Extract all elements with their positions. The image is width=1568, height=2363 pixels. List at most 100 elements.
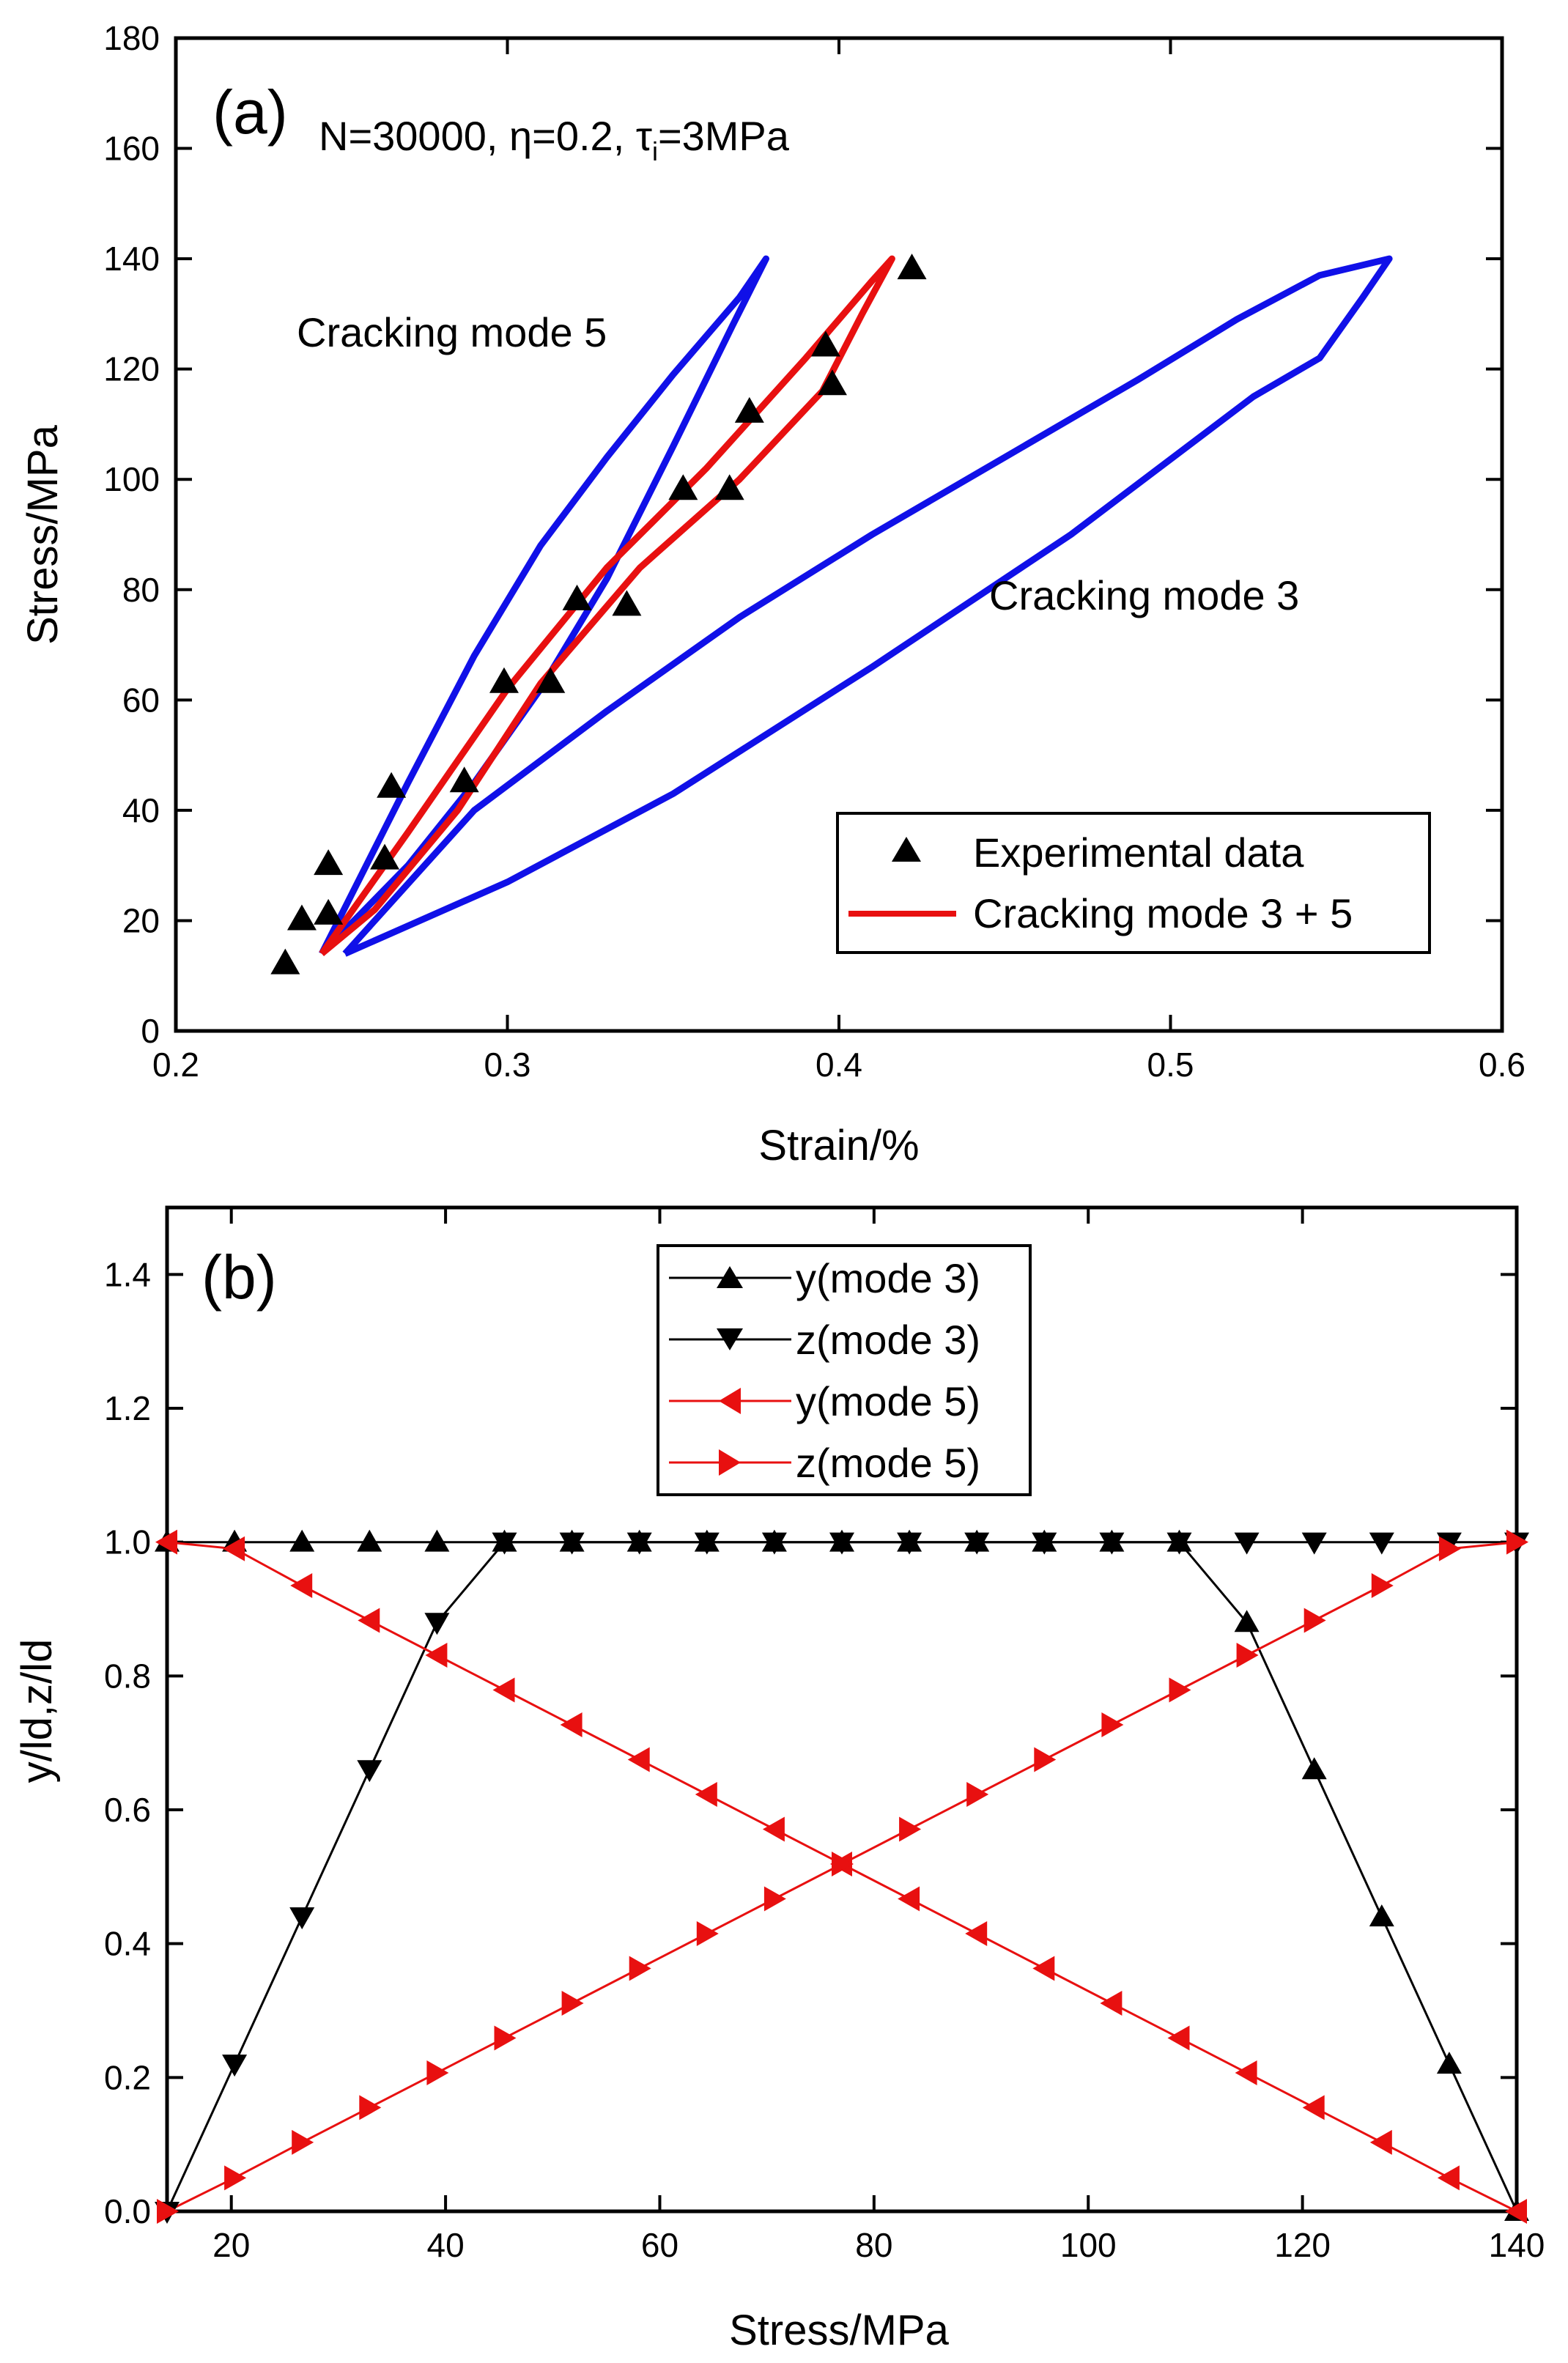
marker-zmode-3 xyxy=(492,1532,517,1555)
legend-marker-z-mode3 xyxy=(717,1328,743,1350)
marker-ymode-5 xyxy=(1369,2129,1392,2155)
marker-zmode-3 xyxy=(289,1907,315,1930)
marker-zmode-5 xyxy=(832,1851,854,1876)
legend-a: Experimental data Cracking mode 3 + 5 xyxy=(836,812,1431,954)
a-x-tick-label: 0.4 xyxy=(816,1046,862,1084)
experimental-point xyxy=(286,904,317,931)
marker-ymode-5 xyxy=(695,1781,717,1807)
params-tau-value: =3MPa xyxy=(658,113,790,159)
panel-label-a: (a) xyxy=(212,78,288,147)
chart-panel-b: 20 40 60 80 100 120 140 0.0 0.2 0.4 0.6 0.8 1.0 1.2 1.… xyxy=(13,1205,1545,2354)
marker-ymode-5 xyxy=(1167,2025,1190,2051)
panel-label-b: (b) xyxy=(201,1243,277,1312)
params-tau-sub: i xyxy=(652,136,658,166)
params-n: N=30000, xyxy=(319,113,509,159)
marker-ymode-5 xyxy=(560,1712,583,1738)
marker-ymode-5 xyxy=(492,1677,515,1703)
marker-zmode-5 xyxy=(1236,1643,1259,1668)
y-axis-title-b: y/ld,z/ld xyxy=(13,1639,61,1783)
marker-zmode-5 xyxy=(696,1920,719,1946)
a-y-tick-label: 180 xyxy=(103,19,160,57)
marker-ymode-3 xyxy=(424,1529,450,1552)
marker-zmode-5 xyxy=(359,2095,382,2120)
marker-ymode-5 xyxy=(965,1920,988,1946)
experimental-point xyxy=(377,772,407,798)
legend-label-z-mode3: z(mode 3) xyxy=(796,1317,980,1363)
a-y-tick-label: 80 xyxy=(122,571,160,609)
marker-zmode-3 xyxy=(829,1532,854,1555)
a-y-tick-label: 140 xyxy=(103,240,160,278)
marker-zmode-5 xyxy=(966,1781,989,1807)
marker-zmode-5 xyxy=(224,2165,247,2191)
b-y-tick-label: 1.2 xyxy=(104,1389,151,1427)
plot-series-b xyxy=(155,1529,1529,2224)
a-x-tick-label: 0.2 xyxy=(152,1046,199,1084)
experimental-point xyxy=(668,474,698,500)
marker-zmode-5 xyxy=(157,2199,179,2224)
marker-ymode-5 xyxy=(155,1529,177,1555)
marker-zmode-3 xyxy=(424,1613,450,1635)
params-eta-value: =0.2, xyxy=(532,113,636,159)
marker-ymode-5 xyxy=(290,1573,313,1599)
marker-zmode-5 xyxy=(1303,1608,1326,1633)
marker-ymode-3 xyxy=(1234,1610,1260,1632)
experimental-point xyxy=(714,474,744,500)
b-y-tick-label: 0.0 xyxy=(104,2192,151,2230)
marker-ymode-5 xyxy=(223,1536,245,1561)
marker-ymode-5 xyxy=(1235,2060,1257,2085)
experimental-point xyxy=(449,766,479,793)
a-y-tick-label: 40 xyxy=(122,791,160,829)
marker-zmode-5 xyxy=(763,1886,786,1912)
marker-zmode-5 xyxy=(1371,1573,1394,1599)
b-x-tick-label: 140 xyxy=(1489,2226,1545,2264)
marker-ymode-5 xyxy=(762,1816,785,1842)
marker-ymode-5 xyxy=(627,1747,650,1772)
a-x-tick-label: 0.6 xyxy=(1479,1046,1526,1084)
a-y-tick-label: 60 xyxy=(122,681,160,719)
b-y-tick-label: 0.4 xyxy=(104,1925,151,1963)
marker-zmode-3 xyxy=(1301,1532,1327,1555)
plot-series-a xyxy=(270,254,1393,975)
legend-label-y-mode5: y(mode 5) xyxy=(796,1378,980,1424)
marker-zmode-5 xyxy=(629,1956,651,1981)
a-y-tick-label: 160 xyxy=(103,130,160,168)
a-y-tick-label: 100 xyxy=(103,460,160,498)
experimental-point xyxy=(734,396,764,423)
params-tau: τ xyxy=(636,113,652,159)
marker-zmode-3 xyxy=(964,1532,990,1555)
marker-ymode-3 xyxy=(357,1529,382,1552)
annotation-cracking-mode-5: Cracking mode 5 xyxy=(297,309,607,355)
experimental-point xyxy=(817,369,847,396)
b-x-tick-label: 120 xyxy=(1274,2226,1331,2264)
marker-zmode-5 xyxy=(1506,1529,1528,1555)
a-y-tick-label: 120 xyxy=(103,350,160,388)
marker-ymode-5 xyxy=(425,1643,448,1668)
marker-ymode-5 xyxy=(1302,2095,1325,2120)
marker-zmode-5 xyxy=(292,2129,314,2155)
marker-zmode-3 xyxy=(1166,1532,1192,1555)
marker-ymode-5 xyxy=(1437,2165,1460,2191)
marker-zmode-3 xyxy=(761,1532,787,1555)
legend-marker-z-mode5 xyxy=(719,1449,741,1476)
experimental-point xyxy=(489,667,519,693)
marker-ymode-5 xyxy=(1505,2199,1527,2224)
axis-ticks-b: 20 40 60 80 100 120 140 0.0 0.2 0.4 0.6 0.8 1.0 1.2 1.… xyxy=(104,1208,1545,2264)
b-y-tick-label: 1.0 xyxy=(104,1523,151,1561)
b-y-tick-label: 0.6 xyxy=(104,1791,151,1829)
marker-zmode-3 xyxy=(694,1532,720,1555)
experimental-point xyxy=(897,254,927,280)
a-y-tick-label: 0 xyxy=(141,1012,160,1050)
marker-zmode-5 xyxy=(426,2060,449,2085)
legend-label-z-mode5: z(mode 5) xyxy=(796,1440,980,1486)
marker-ymode-3 xyxy=(1436,2052,1462,2074)
marker-zmode-3 xyxy=(559,1532,585,1555)
a-x-tick-label: 0.5 xyxy=(1147,1046,1194,1084)
b-y-tick-label: 1.4 xyxy=(104,1255,151,1293)
marker-ymode-5 xyxy=(898,1886,920,1912)
b-x-tick-label: 20 xyxy=(212,2226,250,2264)
experimental-point xyxy=(270,948,300,975)
x-axis-title-a: Strain/% xyxy=(758,1122,919,1169)
experimental-point xyxy=(536,667,566,693)
curve-cracking-mode-3 xyxy=(342,255,1393,957)
